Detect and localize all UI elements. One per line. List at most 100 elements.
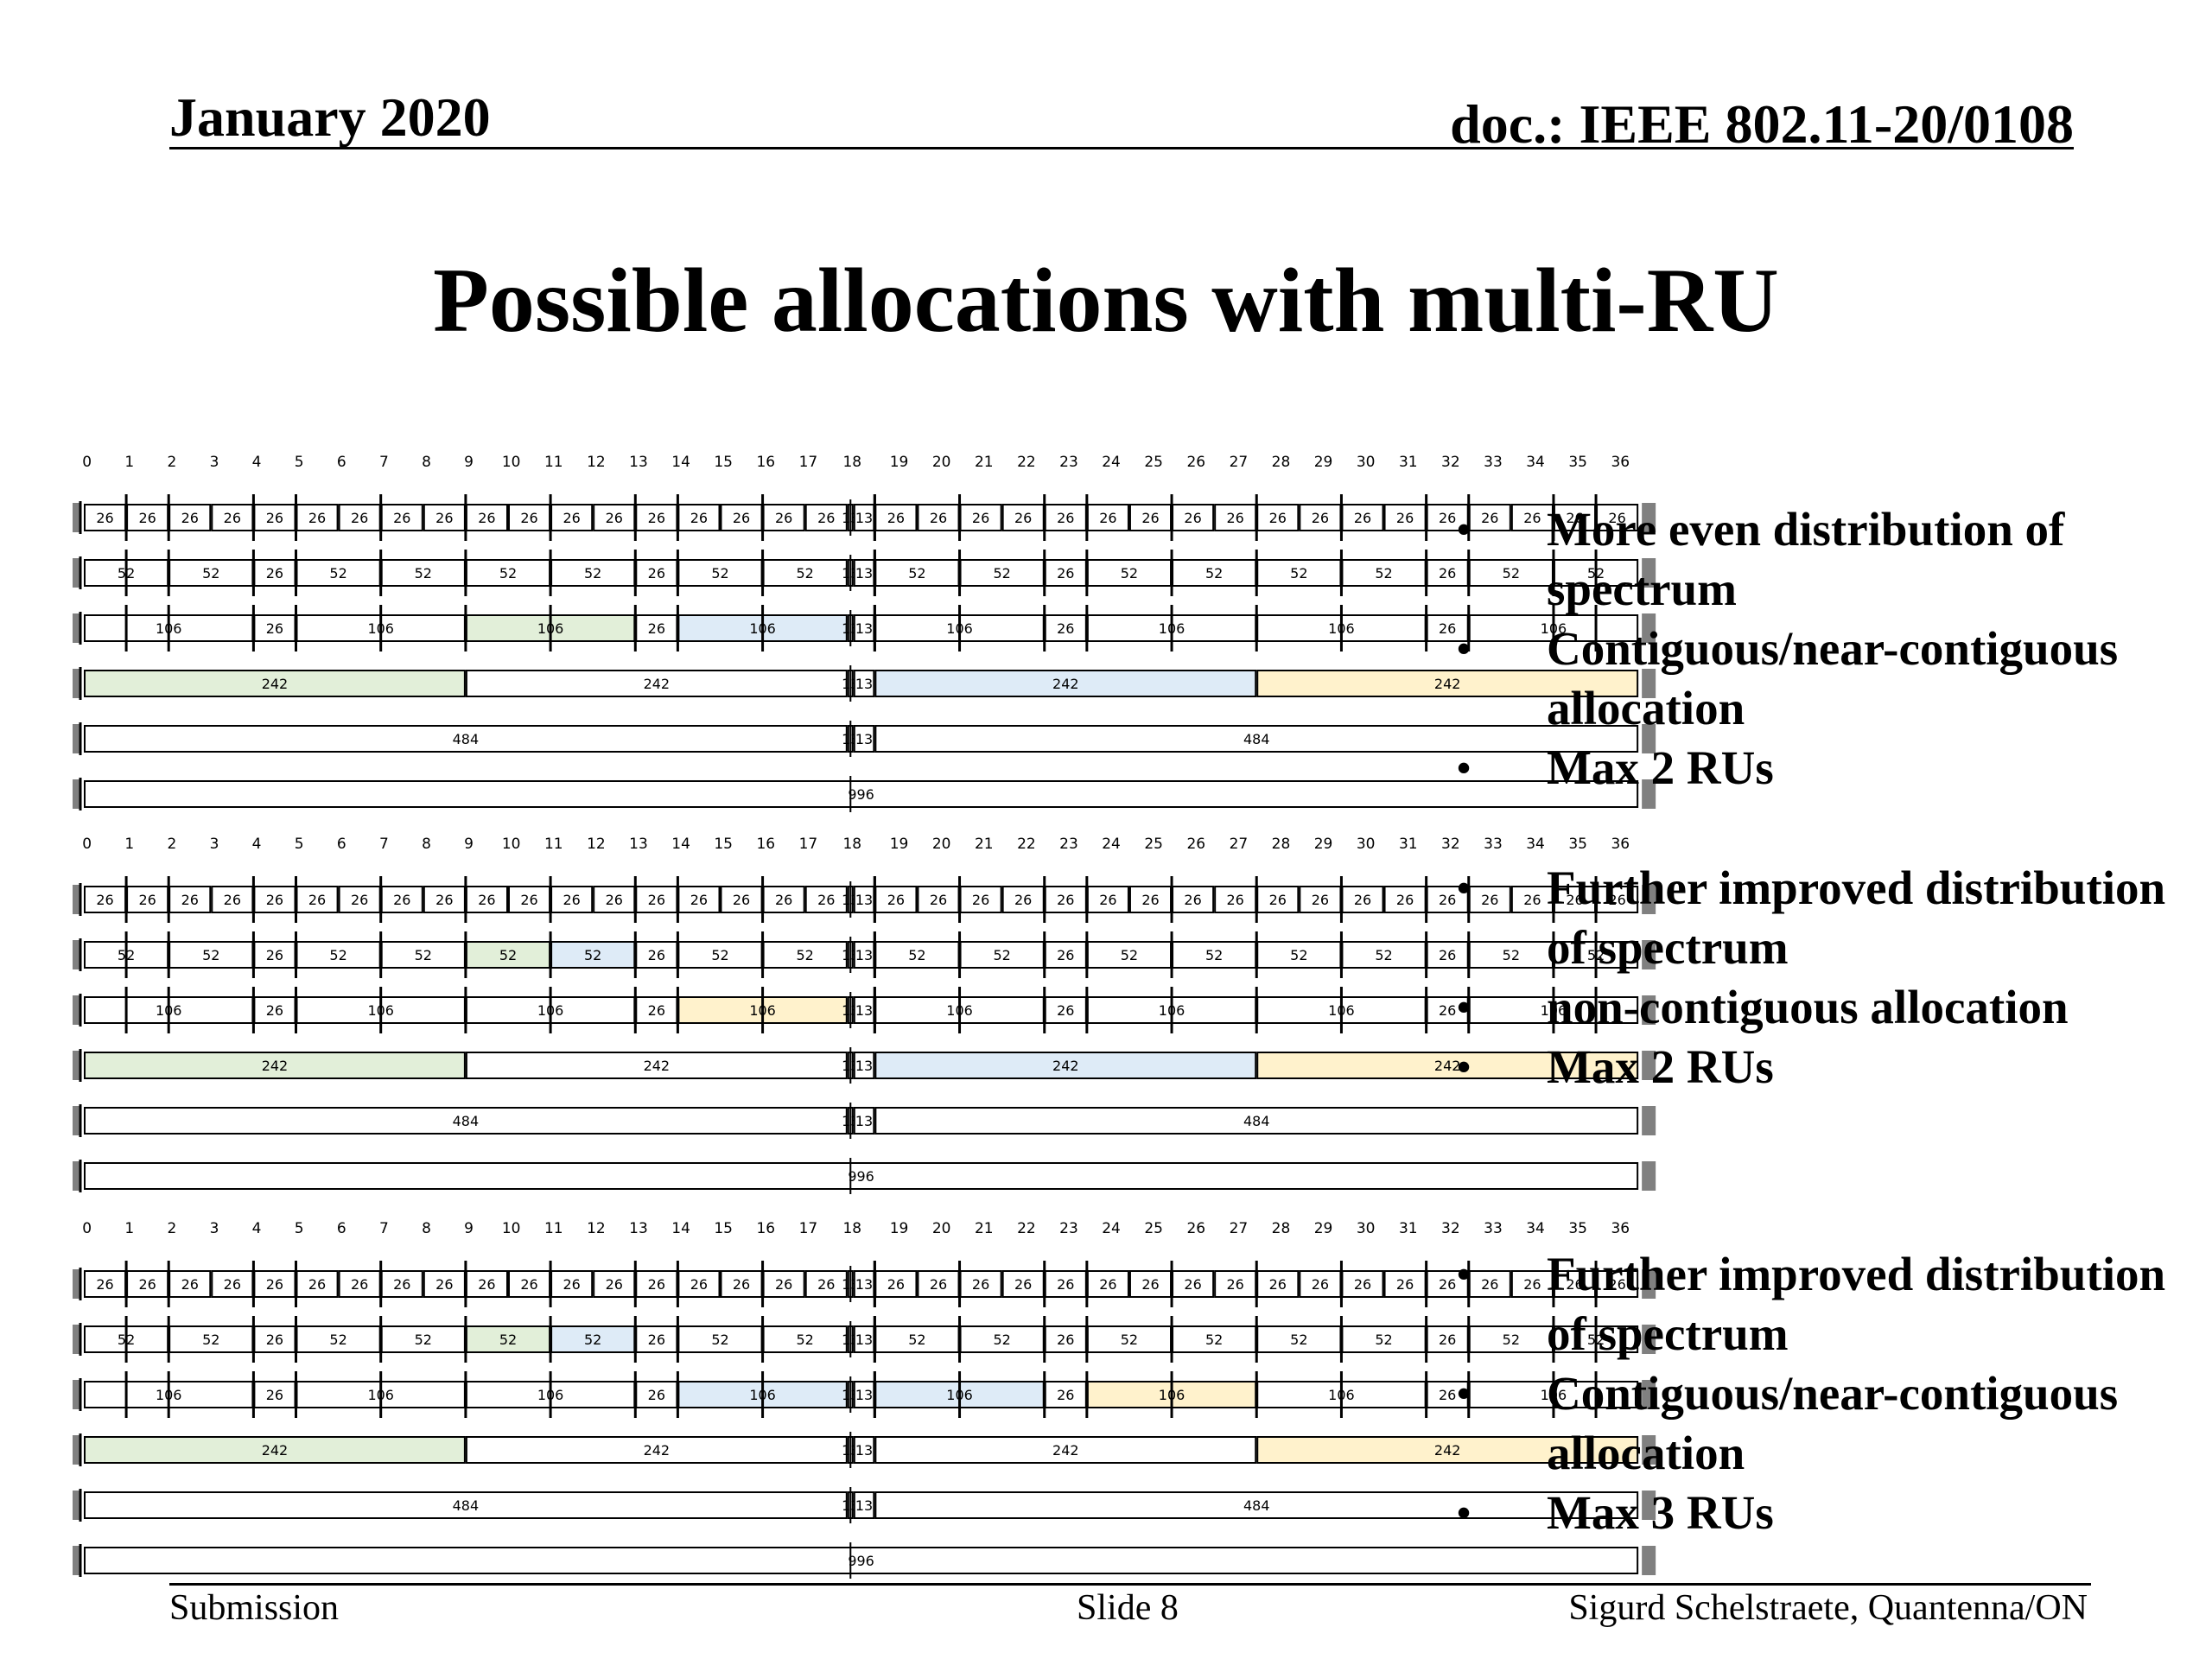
index-label: 35: [1568, 1220, 1587, 1237]
ru-label: 26: [96, 892, 113, 908]
ru-cell: [168, 941, 254, 969]
index-label: 29: [1314, 454, 1333, 471]
ru-label: 26: [1439, 1002, 1456, 1019]
index-label: 16: [756, 454, 775, 471]
ru-cell: [1086, 941, 1173, 969]
ru-label: 26: [224, 892, 241, 908]
index-label: 22: [1017, 836, 1036, 853]
ru-label: 484: [1243, 1497, 1270, 1514]
ru-label: 26: [96, 1276, 113, 1293]
index-label: 27: [1230, 454, 1249, 471]
index-label: 10: [502, 1220, 521, 1237]
ru-label: 26: [1439, 620, 1456, 637]
ru-label: 26: [648, 947, 665, 963]
index-label: 30: [1357, 1220, 1376, 1237]
ru-cell: [853, 1106, 875, 1135]
ru-label: 26: [1312, 510, 1329, 526]
ru-cell: [1383, 504, 1427, 532]
index-label: 13: [629, 454, 648, 471]
ru-cell: [853, 669, 875, 697]
ru-label: 52: [499, 565, 517, 582]
ru-label: 26: [690, 1276, 708, 1293]
index-label: 30: [1357, 836, 1376, 853]
ru-label: 26: [520, 510, 537, 526]
ru-cell: [253, 886, 296, 914]
ru-label: 26: [181, 1276, 199, 1293]
ru-label: 52: [202, 565, 219, 582]
ru-label: 26: [266, 1387, 283, 1403]
ru-label: 26: [887, 1276, 905, 1293]
index-label: 16: [756, 1220, 775, 1237]
ru-label: 13: [855, 1442, 873, 1459]
footer-slide-number: Slide 8: [1077, 1588, 1179, 1628]
ru-label: 26: [817, 510, 835, 526]
ru-label: 26: [138, 510, 156, 526]
ru-label: 26: [435, 892, 453, 908]
index-label: 19: [890, 1220, 909, 1237]
index-label: 25: [1144, 836, 1163, 853]
index-label: 11: [544, 1220, 563, 1237]
ru-label: 52: [797, 565, 814, 582]
guard-block: [1642, 1105, 1656, 1135]
ru-label: 242: [262, 676, 289, 692]
bullet-icon: •: [1457, 1491, 1471, 1535]
ru-label: 26: [308, 1276, 326, 1293]
ru-label: 52: [1375, 1332, 1392, 1348]
ru-cell: [83, 724, 848, 753]
ru-cell: [83, 1161, 1639, 1190]
index-label: 9: [464, 1220, 474, 1237]
footer-rule: [169, 1583, 2091, 1586]
index-label: 0: [82, 836, 92, 853]
guard-block: [72, 1380, 80, 1409]
ru-label: 26: [1439, 510, 1456, 526]
ru-label: 26: [393, 892, 410, 908]
ru-label: 242: [1052, 1442, 1079, 1459]
bullet-item: • Further improved distribution of spectr…: [1441, 1244, 2202, 1363]
bullet-text: non-contiguous allocation: [1547, 981, 2069, 1033]
ru-diagram-svg: 0 1 2 3 4 5 6 7 8 9 10 11 12 13 14 15 16 17 18 19 20 21 22 23 24…: [72, 1220, 1656, 1579]
header-rule: [169, 147, 2074, 149]
ru-label: 26: [1608, 510, 1625, 526]
ru-label: 26: [648, 565, 665, 582]
index-label: 13: [629, 836, 648, 853]
index-label: 2: [167, 454, 176, 471]
ru-cell: [1256, 1435, 1639, 1464]
ru-label: 26: [1227, 1276, 1244, 1293]
ru-cell: [423, 1270, 466, 1299]
ru-cell: [853, 1051, 875, 1079]
ru-diagram-svg: 0 1 2 3 4 5 6 7 8 9 10 11 12 13 14 15 16 17 18 19 20 21 22 23 24…: [72, 454, 1656, 812]
ru-cell: [1128, 1270, 1173, 1299]
guard-block: [72, 1490, 80, 1520]
header-date: January 2020: [169, 86, 491, 148]
ru-label: 26: [1396, 892, 1414, 908]
ru-label: 26: [1014, 1276, 1032, 1293]
ru-label: 13: [855, 1276, 873, 1293]
ru-cell: [423, 886, 466, 914]
index-label: 34: [1526, 454, 1545, 471]
guard-block: [72, 1050, 80, 1080]
ru-label: 26: [1057, 1276, 1074, 1293]
index-label: 12: [587, 454, 606, 471]
ru-cell: [507, 886, 551, 914]
ru-cell: [465, 941, 551, 969]
ru-label: 26: [1184, 892, 1201, 908]
ru-label: 26: [1439, 947, 1456, 963]
ru-label: 26: [1099, 510, 1116, 526]
ru-label: 26: [1312, 892, 1329, 908]
ru-label: 52: [797, 947, 814, 963]
ru-cell: [959, 886, 1002, 914]
guard-block: [72, 995, 80, 1025]
ru-label: 26: [96, 510, 113, 526]
ru-label: 26: [1481, 1276, 1498, 1293]
ru-label: 26: [1269, 510, 1287, 526]
index-label: 1: [124, 454, 134, 471]
ru-label: 242: [644, 1058, 671, 1074]
index-label: 23: [1059, 454, 1078, 471]
ru-label: 26: [1523, 510, 1541, 526]
ru-label: 52: [993, 1332, 1010, 1348]
ru-cell: [253, 1381, 296, 1408]
ru-label: 26: [224, 510, 241, 526]
bullet-icon: •: [1457, 985, 1471, 1029]
guard-block: [72, 723, 80, 753]
ru-cell: [593, 504, 636, 532]
